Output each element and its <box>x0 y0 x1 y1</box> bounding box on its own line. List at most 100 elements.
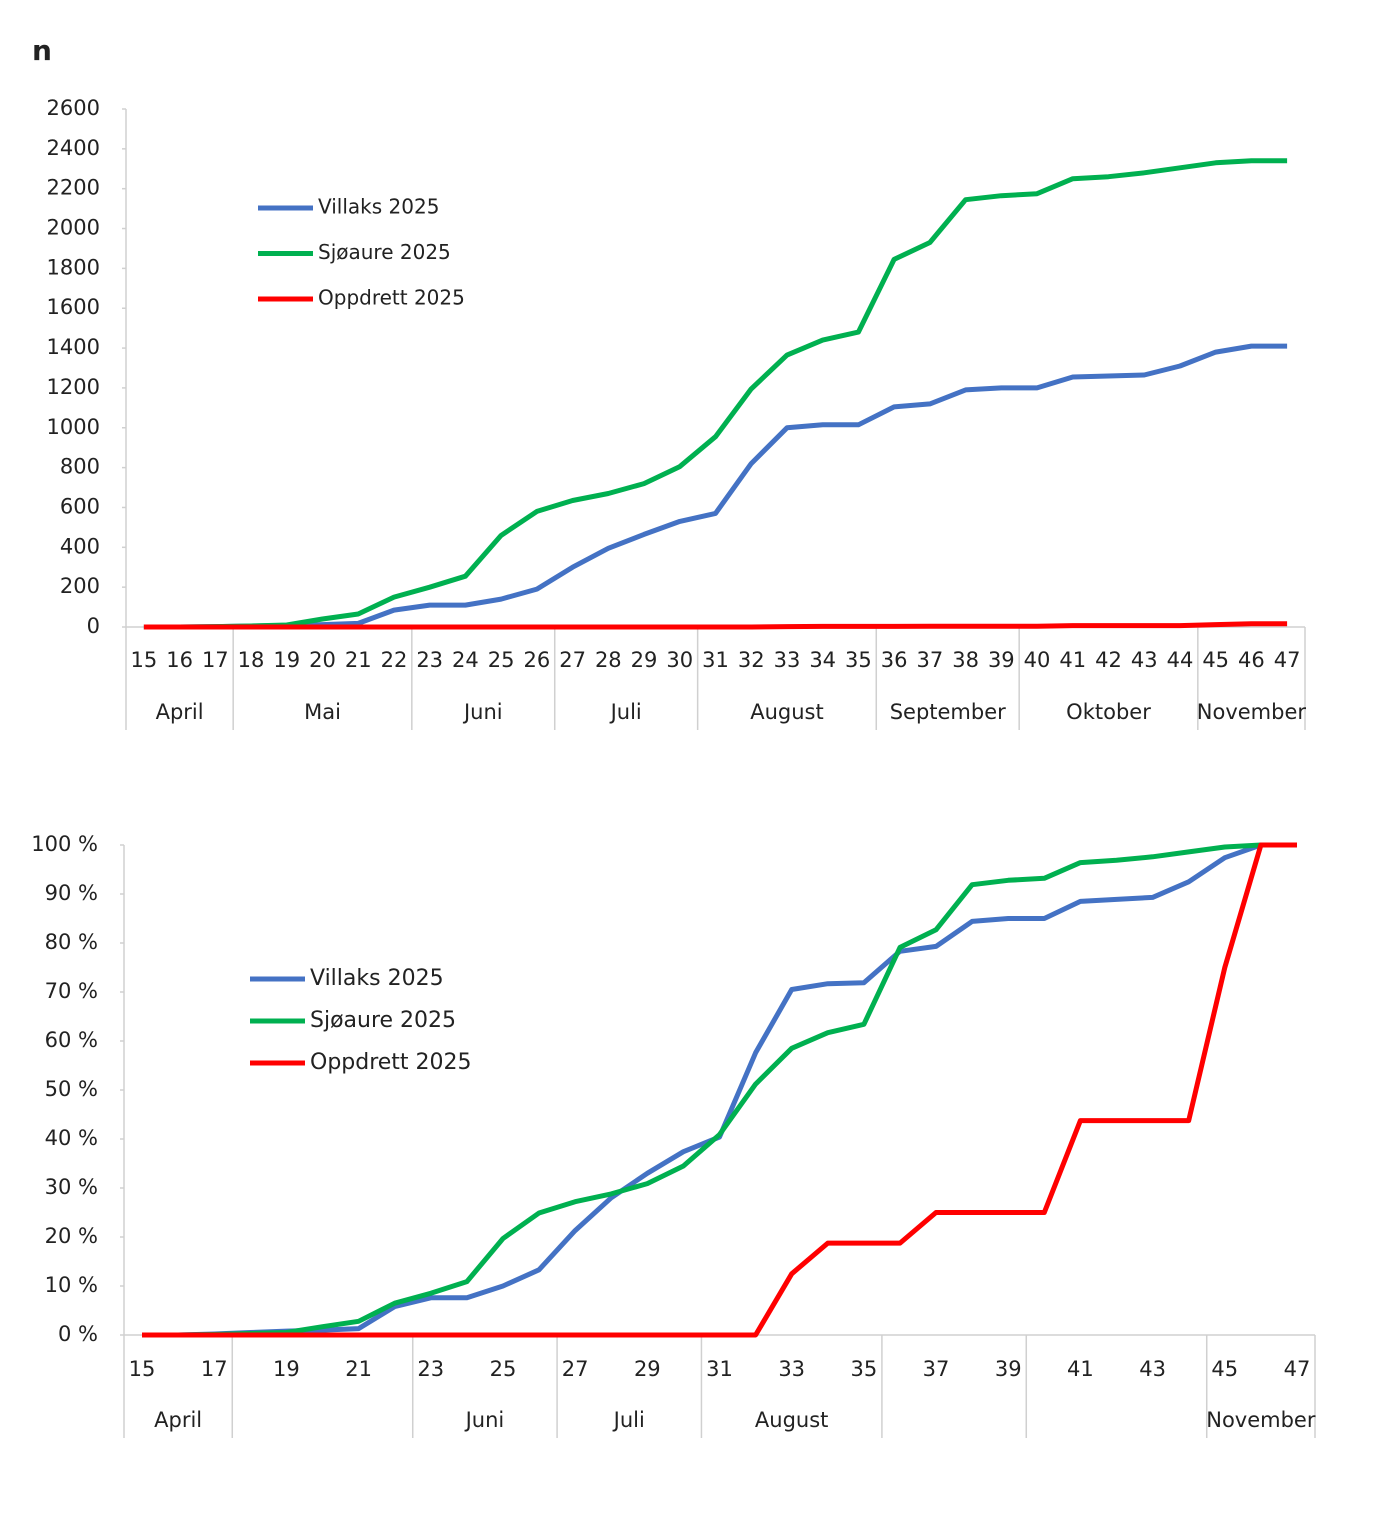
x-tick-label: 35 <box>845 648 872 672</box>
x-tick-label: 20 <box>309 648 336 672</box>
x-tick-label: 45 <box>1211 1357 1238 1381</box>
y-tick-label: 80 % <box>45 930 98 954</box>
y-tick-label: 1200 <box>47 375 100 399</box>
x-tick-label: 32 <box>738 648 765 672</box>
x-tick-label: 36 <box>881 648 908 672</box>
month-label: November <box>1197 700 1307 724</box>
y-tick-label: 2400 <box>47 136 100 160</box>
x-tick-label: 29 <box>634 1357 661 1381</box>
month-label: Juni <box>462 700 503 724</box>
month-label: September <box>890 700 1006 724</box>
y-axis-label: n <box>32 34 52 67</box>
x-tick-label: 41 <box>1067 1357 1094 1381</box>
legend-label: Villaks 2025 <box>318 195 439 219</box>
month-label: August <box>755 1408 829 1432</box>
x-tick-label: 40 <box>1024 648 1051 672</box>
x-tick-label: 19 <box>273 1357 300 1381</box>
y-tick-label: 1800 <box>47 255 100 279</box>
y-tick-label: 20 % <box>45 1224 98 1248</box>
y-tick-label: 30 % <box>45 1175 98 1199</box>
y-tick-label: 90 % <box>45 881 98 905</box>
x-tick-label: 43 <box>1131 648 1158 672</box>
x-tick-label: 16 <box>166 648 193 672</box>
x-tick-label: 47 <box>1284 1357 1311 1381</box>
month-label: April <box>154 1408 202 1432</box>
x-tick-label: 46 <box>1238 648 1265 672</box>
month-label: August <box>750 700 824 724</box>
x-tick-label: 37 <box>916 648 943 672</box>
y-tick-label: 200 <box>60 574 100 598</box>
x-tick-label: 43 <box>1139 1357 1166 1381</box>
month-label: Juli <box>609 700 642 724</box>
legend-label: Sjøaure 2025 <box>310 1008 456 1033</box>
y-tick-label: 1400 <box>47 335 100 359</box>
x-tick-label: 30 <box>666 648 693 672</box>
month-label: Juli <box>612 1408 645 1432</box>
x-tick-label: 17 <box>201 1357 228 1381</box>
x-tick-label: 25 <box>490 1357 517 1381</box>
x-tick-label: 24 <box>452 648 479 672</box>
line-series <box>143 621 1288 630</box>
x-tick-label: 19 <box>273 648 300 672</box>
x-tick-label: 47 <box>1274 648 1301 672</box>
x-tick-label: 21 <box>345 1357 372 1381</box>
y-tick-label: 50 % <box>45 1077 98 1101</box>
x-tick-label: 45 <box>1202 648 1229 672</box>
y-tick-label: 800 <box>60 455 100 479</box>
line-series <box>142 842 1297 1338</box>
y-tick-label: 60 % <box>45 1028 98 1052</box>
x-tick-label: 39 <box>988 648 1015 672</box>
x-tick-label: 23 <box>416 648 443 672</box>
y-tick-label: 1000 <box>47 415 100 439</box>
month-label: Juni <box>464 1408 505 1432</box>
x-tick-label: 33 <box>774 648 801 672</box>
x-tick-label: 25 <box>488 648 515 672</box>
x-tick-label: 41 <box>1059 648 1086 672</box>
line-series <box>142 842 1297 1338</box>
y-tick-label: 2000 <box>47 216 100 240</box>
x-tick-label: 34 <box>809 648 836 672</box>
x-tick-label: 15 <box>129 1357 156 1381</box>
x-tick-label: 18 <box>238 648 265 672</box>
x-tick-label: 21 <box>345 648 372 672</box>
x-tick-label: 31 <box>702 648 729 672</box>
x-tick-label: 38 <box>952 648 979 672</box>
x-tick-label: 44 <box>1167 648 1194 672</box>
y-tick-label: 2200 <box>47 176 100 200</box>
month-label: Oktober <box>1066 700 1151 724</box>
month-label: Mai <box>304 700 341 724</box>
x-tick-label: 26 <box>523 648 550 672</box>
y-tick-label: 2600 <box>47 96 100 120</box>
x-tick-label: 22 <box>381 648 408 672</box>
line-series <box>143 158 1288 630</box>
x-tick-label: 15 <box>130 648 157 672</box>
y-tick-label: 10 % <box>45 1273 98 1297</box>
line-series <box>142 842 1297 1338</box>
y-tick-label: 400 <box>60 534 100 558</box>
x-tick-label: 27 <box>562 1357 589 1381</box>
x-tick-label: 33 <box>778 1357 805 1381</box>
x-tick-label: 29 <box>631 648 658 672</box>
legend-label: Oppdrett 2025 <box>310 1050 472 1075</box>
y-tick-label: 1600 <box>47 295 100 319</box>
legend-label: Villaks 2025 <box>310 966 444 991</box>
x-tick-label: 39 <box>995 1357 1022 1381</box>
x-tick-label: 23 <box>417 1357 444 1381</box>
y-tick-label: 0 % <box>58 1322 98 1346</box>
legend-label: Sjøaure 2025 <box>318 240 451 264</box>
x-tick-label: 37 <box>923 1357 950 1381</box>
y-tick-label: 600 <box>60 494 100 518</box>
legend-label: Oppdrett 2025 <box>318 286 465 310</box>
month-label: November <box>1206 1408 1316 1432</box>
y-tick-label: 40 % <box>45 1126 98 1150</box>
month-label: April <box>156 700 204 724</box>
x-tick-label: 31 <box>706 1357 733 1381</box>
x-tick-label: 17 <box>202 648 229 672</box>
y-tick-label: 0 <box>87 614 100 638</box>
y-tick-label: 100 % <box>31 832 98 856</box>
x-tick-label: 42 <box>1095 648 1122 672</box>
y-tick-label: 70 % <box>45 979 98 1003</box>
x-tick-label: 28 <box>595 648 622 672</box>
